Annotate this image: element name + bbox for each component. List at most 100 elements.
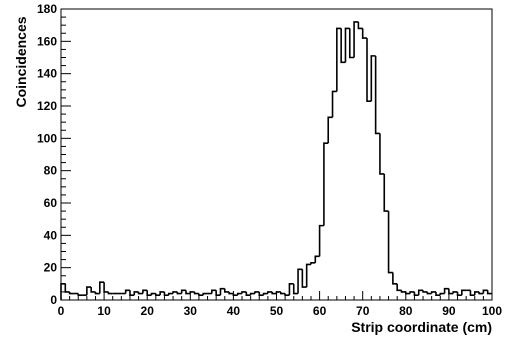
histogram-bin <box>163 291 169 296</box>
histogram-bin <box>387 211 393 274</box>
histogram-bin <box>249 292 255 296</box>
histogram-bin <box>478 291 484 295</box>
histogram-bin <box>305 263 311 288</box>
histogram-bin <box>344 27 350 63</box>
histogram-bin <box>258 291 264 296</box>
histogram-bin <box>336 27 342 92</box>
histogram-bin <box>443 287 449 294</box>
histogram-bin <box>400 290 406 293</box>
y-axis-ticks: 0 20 40 60 80 100 120 140 160 180 <box>37 2 71 307</box>
histogram-bin <box>310 262 316 265</box>
histogram-bin <box>228 291 234 295</box>
histogram-bin <box>245 291 251 296</box>
histogram-bin <box>267 291 273 294</box>
y-tick-label: 80 <box>44 164 58 178</box>
y-tick-label: 120 <box>37 99 57 113</box>
histogram-bin <box>361 28 368 39</box>
x-tick-label: 100 <box>482 304 502 318</box>
y-tick-label: 180 <box>37 2 57 16</box>
histogram-bin <box>452 291 458 294</box>
histogram-bin <box>176 291 182 295</box>
plot-frame <box>60 8 493 301</box>
histogram-bin <box>202 292 208 296</box>
histogram-bin <box>98 281 105 294</box>
histogram-bin <box>409 291 415 294</box>
y-axis-label: Coincidences <box>13 16 29 107</box>
histogram-bin <box>348 28 355 59</box>
histogram-bin <box>86 286 92 296</box>
histogram-bin <box>482 289 488 294</box>
histogram-bin <box>288 283 294 296</box>
histogram-bin <box>323 142 329 226</box>
x-tick-label: 30 <box>184 304 198 318</box>
histogram-bin <box>357 21 363 30</box>
histogram-bin <box>353 21 359 58</box>
y-tick-label: 60 <box>44 196 58 210</box>
y-tick-label: 160 <box>37 34 57 48</box>
histogram-bin <box>236 292 243 296</box>
histogram-bin <box>271 291 277 295</box>
histogram-bin <box>103 282 109 293</box>
x-tick-label: 20 <box>141 304 155 318</box>
histogram-bin <box>280 291 286 295</box>
histogram-bin <box>456 291 462 296</box>
histogram-bin <box>366 38 372 102</box>
x-tick-label: 60 <box>313 304 327 318</box>
histogram-bin <box>314 255 320 263</box>
histogram-bin <box>327 116 333 144</box>
histogram-bin <box>473 291 480 296</box>
histogram-bin <box>137 291 143 295</box>
y-tick-label: 40 <box>44 228 58 242</box>
histogram-bin <box>185 290 191 295</box>
histogram-bin <box>150 292 156 296</box>
x-axis-label: Strip coordinate (cm) <box>351 319 492 335</box>
histogram-bin <box>94 291 100 295</box>
histogram-bin <box>435 291 441 296</box>
x-tick-label: 0 <box>58 304 65 318</box>
histogram-bin <box>215 290 221 296</box>
histogram-bin <box>241 291 247 294</box>
histogram-bin <box>129 290 135 296</box>
histogram-bin <box>383 173 389 212</box>
histogram-bin <box>155 293 161 296</box>
histogram-bin <box>417 289 424 296</box>
histogram-bin <box>292 283 299 295</box>
histogram-bin <box>180 289 186 294</box>
histogram-bin <box>374 55 380 135</box>
histogram-bin <box>133 291 139 296</box>
histogram-bin <box>167 292 174 296</box>
histogram-bin <box>413 291 419 296</box>
histogram-bin <box>486 290 492 295</box>
histogram-bin <box>142 289 148 294</box>
x-tick-label: 70 <box>356 304 370 318</box>
histogram-bin <box>301 269 307 288</box>
histogram-bin <box>379 133 385 175</box>
plot-border <box>60 8 493 301</box>
histogram-bin <box>124 289 130 294</box>
x-tick-label: 50 <box>270 304 284 318</box>
histogram-bin <box>430 291 436 294</box>
histogram-bin <box>461 289 467 296</box>
histogram-bin <box>370 55 376 102</box>
histogram-bin <box>77 293 83 296</box>
histogram-bin <box>223 288 230 293</box>
histogram-bin <box>340 28 346 64</box>
histogram-bin <box>318 224 324 257</box>
y-tick-label: 0 <box>50 293 57 307</box>
y-tick-label: 100 <box>37 131 57 145</box>
histogram-bin <box>68 291 74 295</box>
histogram-bin <box>172 291 178 294</box>
x-tick-label: 90 <box>442 304 456 318</box>
histogram-bin <box>439 292 445 296</box>
y-tick-label: 20 <box>44 261 58 275</box>
x-tick-label: 40 <box>227 304 241 318</box>
x-tick-label: 10 <box>97 304 111 318</box>
histogram-bin <box>469 290 475 296</box>
histogram-bin <box>262 292 268 296</box>
x-axis-ticks: 0 10 20 30 40 50 60 70 80 90 100 <box>58 291 502 318</box>
histogram <box>60 21 492 300</box>
histogram-bin <box>198 293 204 296</box>
histogram-bin <box>297 268 303 294</box>
histogram-bin <box>426 291 432 295</box>
